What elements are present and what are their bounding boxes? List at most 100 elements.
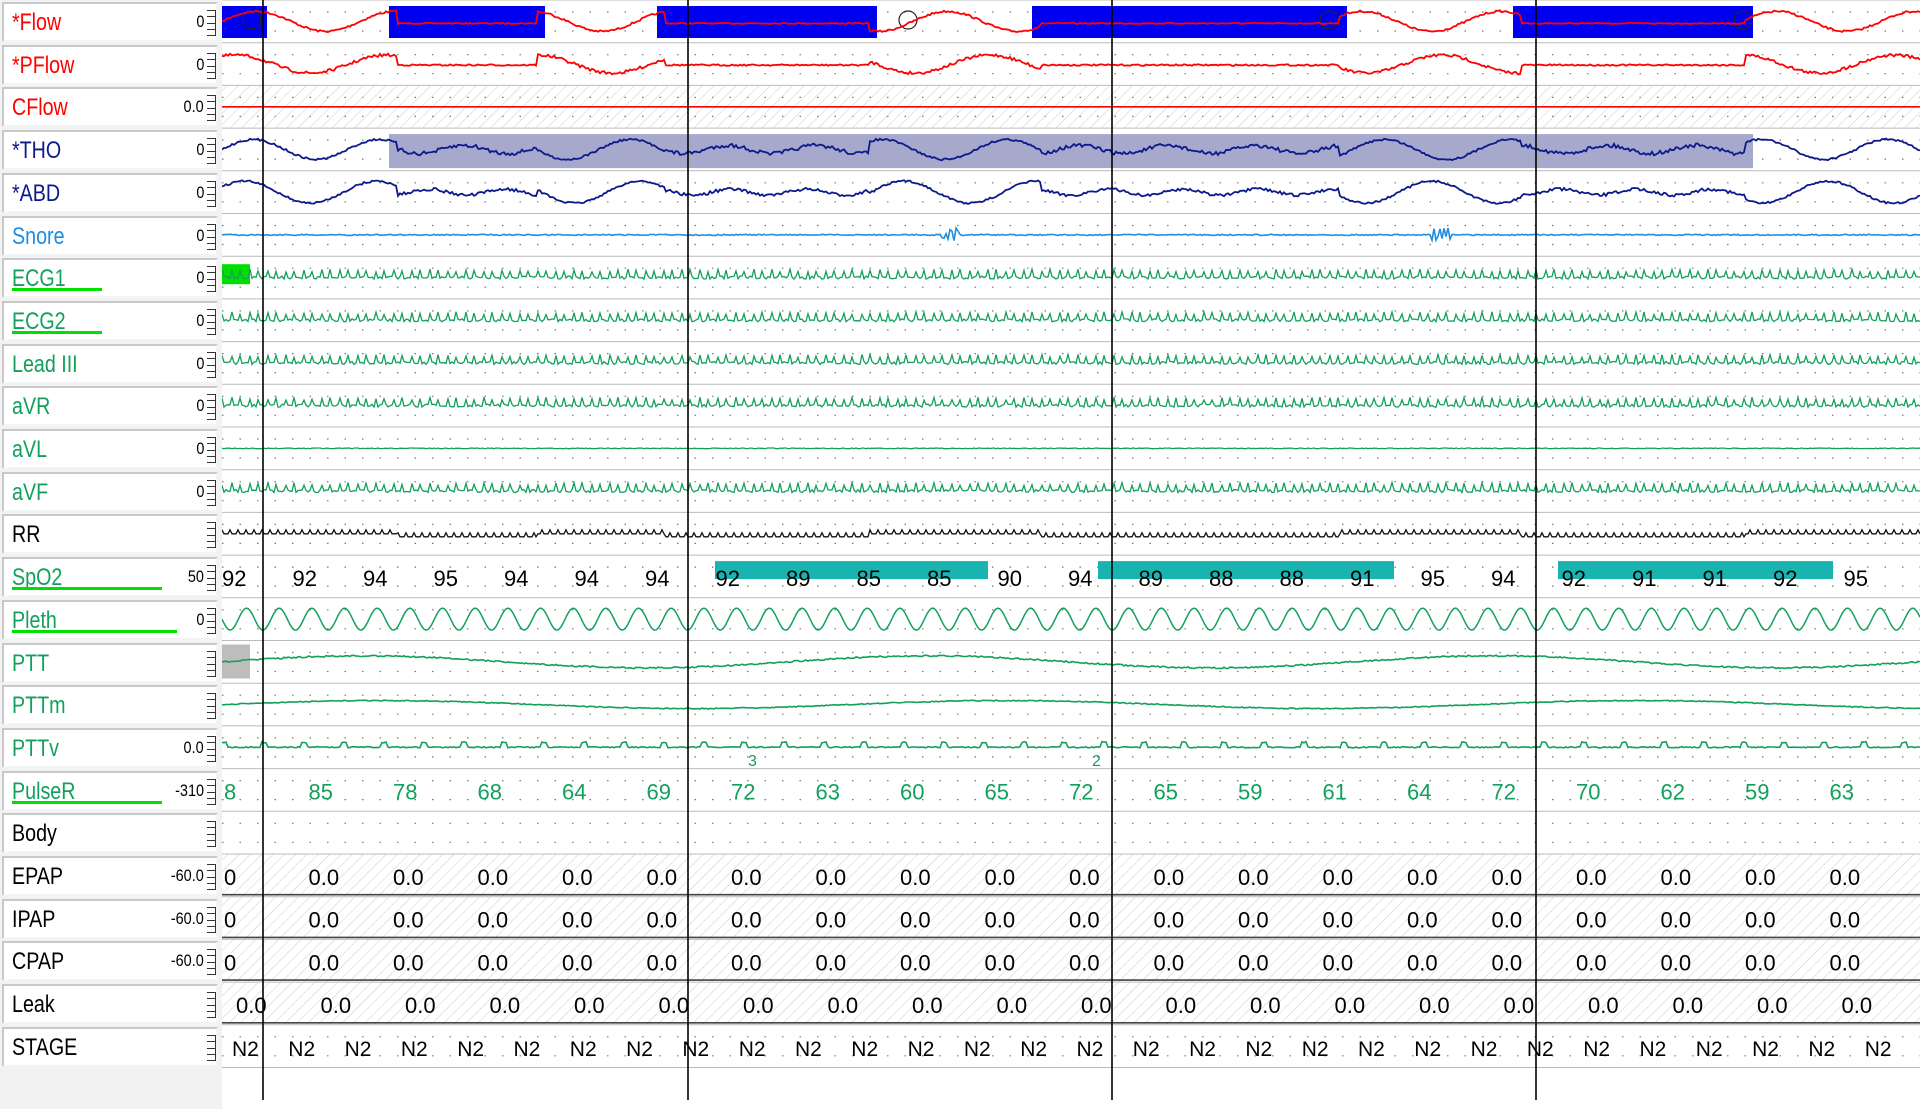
sleep-stage-value: N2 <box>1752 1038 1779 1061</box>
leak-value: 0.0 <box>743 993 774 1018</box>
channel-label-cflow[interactable]: CFlow 0.0 <box>2 87 218 128</box>
spo2-value: 92 <box>1773 566 1797 591</box>
scale-ticks <box>205 906 216 933</box>
channel-label-avr[interactable]: aVR 0 <box>2 386 218 427</box>
leak-value: 0.0 <box>997 993 1028 1018</box>
ipap-value: 0.0 <box>1323 908 1354 933</box>
ipap-value: 0.0 <box>1069 908 1100 933</box>
channel-label-body[interactable]: Body <box>2 813 218 854</box>
ipap-value: 0.0 <box>1154 908 1185 933</box>
channel-scale: 50 <box>187 567 204 587</box>
pttv-marker-value: 3 <box>748 753 757 770</box>
channel-label-flow[interactable]: *Flow 0 <box>2 2 218 42</box>
channel-label-tho[interactable]: *THO 0 <box>2 130 218 171</box>
channel-label-ecg2[interactable]: ECG2 0 <box>2 300 218 341</box>
channel-name: IPAP <box>12 905 56 933</box>
channel-label-avf[interactable]: aVF 0 <box>2 471 218 512</box>
scale-ticks <box>205 52 216 79</box>
rr-trace <box>221 528 1920 539</box>
channel-label-ptt[interactable]: PTT <box>2 642 218 683</box>
leak-value: 0.0 <box>1166 993 1197 1018</box>
apnea-event-box <box>657 6 877 38</box>
sleep-stage-value: N2 <box>1414 1038 1441 1061</box>
channel-label-avl[interactable]: aVL 0 <box>2 429 218 469</box>
signal-traces-svg: 92 92 94 95 94 94 94 92 89 85 85 90 94 89 88 88 91 95 94 92… <box>221 0 1920 1100</box>
pleth-trace <box>221 607 1920 631</box>
sleep-stage-value: N2 <box>626 1038 653 1061</box>
channel-label-snore[interactable]: Snore 0 <box>2 215 218 256</box>
leak-value: 0.0 <box>1419 993 1450 1018</box>
cpap-value: 0.0 <box>562 950 593 975</box>
channel-name: aVF <box>12 478 49 506</box>
cpap-value: 0.0 <box>478 950 509 975</box>
channel-name: RR <box>12 521 41 549</box>
spo2-value: 94 <box>1068 566 1092 591</box>
channel-label-pulser[interactable]: PulseR -310 <box>2 770 218 811</box>
channel-label-pttm[interactable]: PTTm <box>2 685 218 726</box>
channel-label-cpap[interactable]: CPAP -60.0 <box>2 941 218 982</box>
channel-label-rr[interactable]: RR <box>2 514 218 555</box>
channel-name: STAGE <box>12 1033 78 1061</box>
scale-ticks <box>205 437 216 463</box>
channel-label-ecg1[interactable]: ECG1 0 <box>2 258 218 299</box>
scale-ticks <box>205 607 216 634</box>
spo2-value: 91 <box>1703 566 1727 591</box>
scale-ticks <box>205 650 216 677</box>
spo2-value: 85 <box>857 566 881 591</box>
channel-label-pflow[interactable]: *PFlow 0 <box>2 44 218 85</box>
signal-trace-area[interactable]: 92 92 94 95 94 94 94 92 89 85 85 90 94 89 88 88 91 95 94 92… <box>221 0 1920 1109</box>
event-marker-icon <box>1733 10 1753 30</box>
channel-name: EPAP <box>12 863 64 890</box>
cpap-value: 0.0 <box>1069 950 1100 975</box>
cpap-value: 0.0 <box>1238 950 1269 975</box>
channel-scale: 0 <box>195 12 204 31</box>
channel-label-lead3[interactable]: Lead III 0 <box>2 343 218 384</box>
channel-label-epap[interactable]: EPAP -60.0 <box>2 856 218 896</box>
spo2-value: 89 <box>1139 566 1163 591</box>
channel-scale: 0 <box>195 182 204 202</box>
channel-label-sidebar: *Flow 0 *PFlow 0 CFlow 0.0 *THO 0 *ABD 0 Snore 0 ECG… <box>0 0 222 1109</box>
cpap-value: 0.0 <box>393 950 424 975</box>
ipap-value: 0.0 <box>731 908 762 933</box>
sleep-stage-value: N2 <box>345 1038 372 1061</box>
channel-label-spo2[interactable]: SpO2 50 <box>2 557 218 598</box>
channel-scale: 0.0 <box>183 737 204 757</box>
cpap-value: 0.0 <box>647 950 678 975</box>
channel-scale: -60.0 <box>171 908 204 928</box>
channel-label-leak[interactable]: Leak <box>2 984 218 1025</box>
channel-label-pleth[interactable]: Pleth 0 <box>2 599 218 640</box>
channel-label-ipap[interactable]: IPAP -60.0 <box>2 898 218 939</box>
leak-value: 0.0 <box>1588 993 1619 1018</box>
sleep-stage-value: N2 <box>739 1038 766 1061</box>
avl-trace <box>221 447 1920 450</box>
channel-scale: 0 <box>195 609 204 629</box>
pulse-rate-value: 64 <box>562 780 586 805</box>
pressure-hatch <box>222 896 1920 940</box>
channel-label-stage[interactable]: STAGE <box>2 1026 218 1067</box>
flow-trace <box>221 9 1920 34</box>
scale-ticks <box>205 95 216 122</box>
epap-value: 0.0 <box>393 865 424 890</box>
ipap-value: 0.0 <box>1745 908 1776 933</box>
sleep-stage-value: N2 <box>232 1038 259 1061</box>
spo2-value: 88 <box>1209 566 1233 591</box>
cpap-value: 0.0 <box>1407 950 1438 975</box>
channel-scale: -60.0 <box>171 866 204 885</box>
ptt-trace <box>221 654 1920 670</box>
sleep-stage-value: N2 <box>401 1038 428 1061</box>
ipap-value: 0.0 <box>562 908 593 933</box>
ipap-value: 0.0 <box>1576 908 1607 933</box>
scale-ticks <box>205 138 216 165</box>
sleep-stage-value: N2 <box>1302 1038 1329 1061</box>
channel-label-abd[interactable]: *ABD 0 <box>2 172 218 213</box>
leak-value: 0.0 <box>236 993 267 1018</box>
ipap-value: 0.0 <box>985 908 1016 933</box>
channel-label-pttv[interactable]: PTTv 0.0 <box>2 727 218 768</box>
scale-ticks <box>205 864 216 890</box>
channel-scale: -310 <box>175 780 204 800</box>
spo2-value: 95 <box>1844 566 1868 591</box>
channel-name: PTTv <box>12 734 60 762</box>
pulse-rate-value: 59 <box>1745 780 1769 805</box>
effort-event-box <box>389 134 1753 169</box>
